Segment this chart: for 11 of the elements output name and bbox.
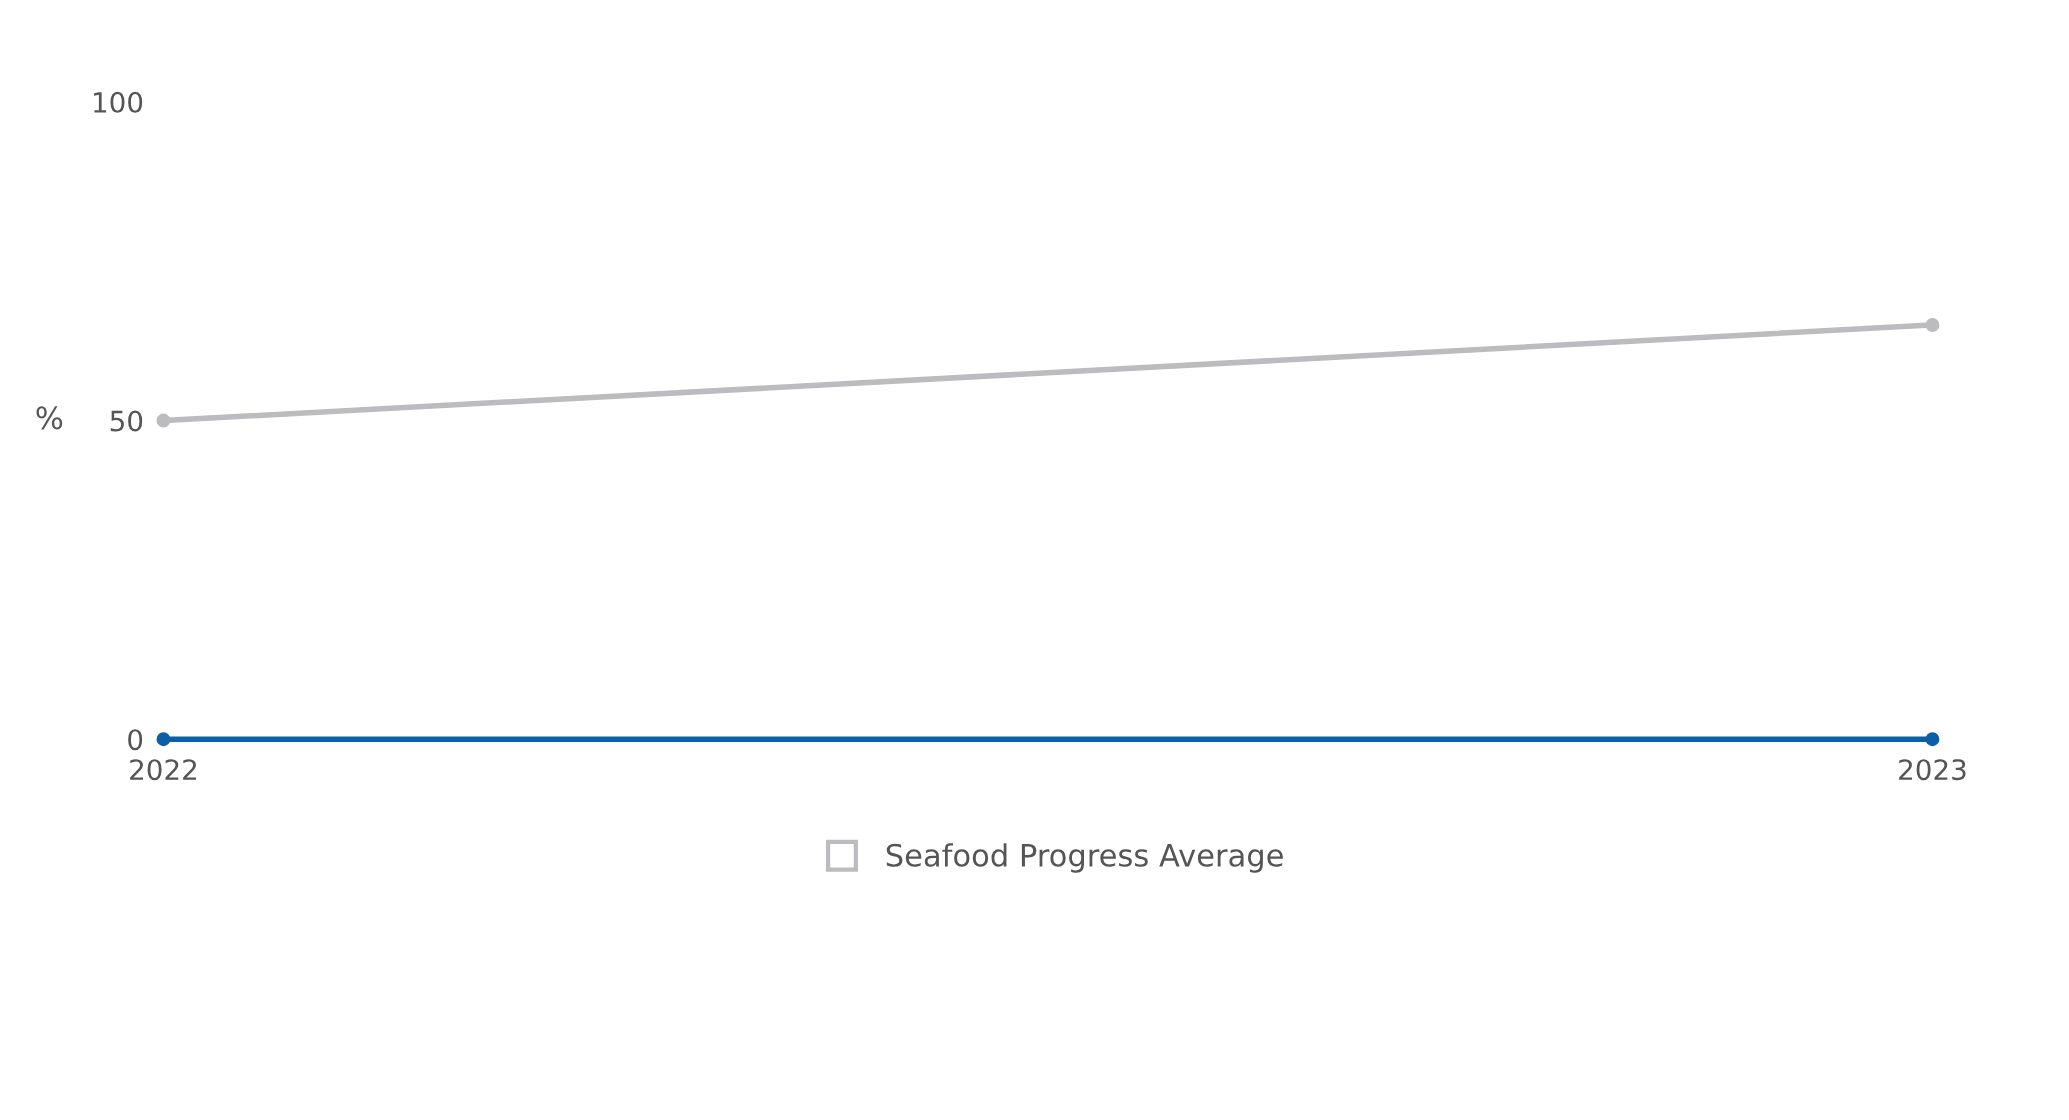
legend-label: Seafood Progress Average [886,843,1283,873]
y-tick-label: 50 [110,410,143,432]
y-tick-label: 100 [94,91,143,113]
x-tick-label: 2023 [1899,759,1966,781]
point [1925,318,1940,332]
point [156,413,171,428]
y-tick-label: 0 [128,729,143,751]
x-tick-label: 2022 [130,759,197,781]
y-axis-title: % [36,406,63,430]
point [1925,732,1940,747]
point [156,732,171,747]
